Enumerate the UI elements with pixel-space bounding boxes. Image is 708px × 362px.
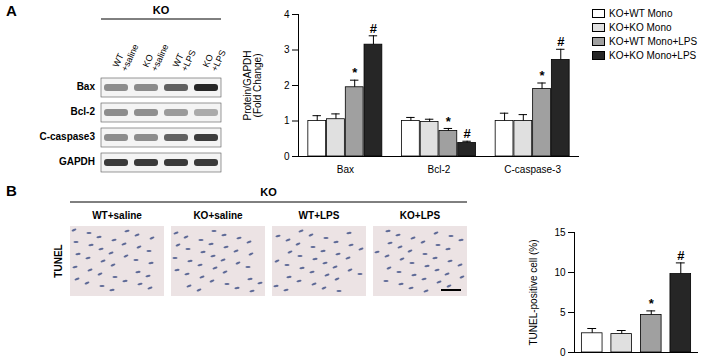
svg-text:#: # bbox=[677, 248, 685, 263]
svg-text:KO+LPS: KO+LPS bbox=[201, 44, 228, 72]
html-text:KO+KO Mono+LPS: KO+KO Mono+LPS bbox=[609, 50, 697, 61]
html-text:A: A bbox=[6, 2, 17, 19]
svg-text:KO+saline: KO+saline bbox=[193, 210, 243, 221]
html-text:B: B bbox=[6, 182, 17, 199]
svg-text:GAPDH: GAPDH bbox=[59, 156, 95, 167]
svg-text:Bax: Bax bbox=[337, 164, 354, 175]
html-text:KO+KO Mono: KO+KO Mono bbox=[609, 22, 672, 33]
html-text:KO+WT Mono+LPS: KO+WT Mono+LPS bbox=[609, 36, 698, 47]
svg-text:KO+saline: KO+saline bbox=[141, 39, 171, 73]
svg-text:1: 1 bbox=[284, 115, 290, 126]
svg-text:#: # bbox=[463, 126, 471, 141]
svg-text:TUNEL-positive cell (%): TUNEL-positive cell (%) bbox=[528, 239, 539, 345]
svg-text:#: # bbox=[557, 34, 565, 49]
svg-text:TUNEL: TUNEL bbox=[53, 244, 64, 277]
svg-text:C-caspase3: C-caspase3 bbox=[39, 131, 95, 142]
svg-text:*: * bbox=[649, 296, 655, 311]
svg-text:4: 4 bbox=[284, 9, 290, 20]
svg-text:WT+LPS: WT+LPS bbox=[171, 44, 198, 72]
svg-text:C-caspase-3: C-caspase-3 bbox=[504, 164, 561, 175]
svg-text:Bcl-2: Bcl-2 bbox=[428, 164, 451, 175]
svg-text:10: 10 bbox=[554, 267, 566, 278]
svg-text:3: 3 bbox=[284, 44, 290, 55]
svg-text:*: * bbox=[352, 65, 358, 80]
svg-text:WT+saline: WT+saline bbox=[111, 39, 141, 73]
svg-text:*: * bbox=[446, 114, 452, 129]
html-text:KO+WT Mono: KO+WT Mono bbox=[609, 8, 673, 19]
svg-text:*: * bbox=[540, 68, 546, 83]
svg-text:15: 15 bbox=[554, 227, 566, 238]
svg-text:WT+LPS: WT+LPS bbox=[299, 210, 340, 221]
svg-text:Bax: Bax bbox=[77, 81, 96, 92]
svg-text:KO: KO bbox=[260, 186, 277, 198]
svg-text:KO: KO bbox=[153, 4, 170, 16]
svg-text:KO+LPS: KO+LPS bbox=[400, 210, 441, 221]
svg-text:WT+saline: WT+saline bbox=[92, 210, 142, 221]
svg-text:2: 2 bbox=[284, 80, 290, 91]
svg-text:0: 0 bbox=[284, 151, 290, 162]
svg-text:Bcl-2: Bcl-2 bbox=[71, 106, 96, 117]
svg-text:0: 0 bbox=[560, 347, 566, 358]
svg-text:5: 5 bbox=[560, 307, 566, 318]
svg-text:#: # bbox=[370, 21, 378, 36]
svg-text:Protein/GAPDH(Fold Change): Protein/GAPDH(Fold Change) bbox=[242, 50, 263, 120]
